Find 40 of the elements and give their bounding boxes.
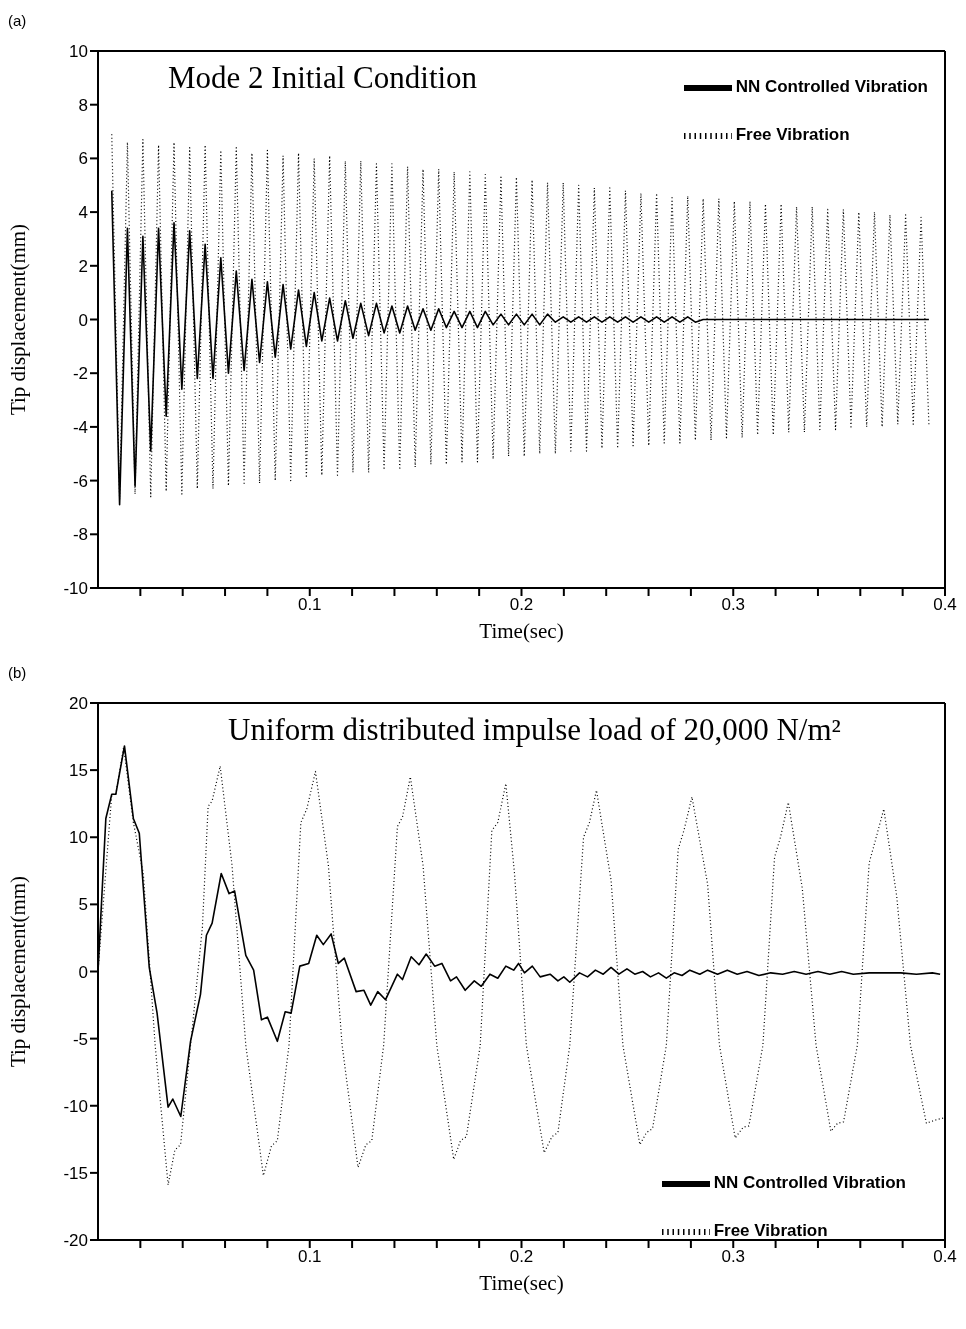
y-tick-label: 5 — [78, 895, 88, 915]
y-axis-title: Tip displacement(mm) — [6, 223, 31, 416]
y-tick-label: -10 — [63, 1096, 88, 1116]
y-tick-label: 0 — [78, 962, 88, 982]
x-tick-label: 0.4 — [933, 1247, 957, 1267]
y-tick-label: 10 — [69, 42, 88, 62]
x-tick-label: 0.4 — [933, 595, 957, 615]
x-tick-label: 0.3 — [721, 595, 746, 615]
y-tick-label: 8 — [78, 95, 88, 115]
y-tick-label: -15 — [63, 1163, 88, 1183]
legend-label: NN Controlled Vibration — [713, 1172, 906, 1192]
y-tick-label: -6 — [72, 471, 88, 491]
legend-label: Free Vibration — [735, 124, 850, 144]
y-tick-label: -8 — [72, 525, 88, 545]
y-tick-label: -20 — [63, 1231, 88, 1251]
y-tick-label: 0 — [78, 310, 88, 330]
x-tick-label: 0.3 — [721, 1247, 746, 1267]
x-axis-title: Time(sec) — [479, 619, 564, 643]
legend-label: Free Vibration — [713, 1220, 828, 1240]
x-tick-label: 0.2 — [509, 1247, 534, 1267]
y-tick-label: 10 — [69, 828, 88, 848]
chart-title: Uniform distributed impulse load of 20,000 N/m² — [228, 712, 841, 748]
y-axis-title: Tip displacement(mm) — [6, 875, 31, 1068]
y-tick-label: 20 — [69, 694, 88, 714]
y-tick-label: 15 — [69, 761, 88, 781]
y-tick-label: 2 — [78, 256, 88, 276]
y-tick-label: -2 — [72, 364, 88, 384]
chart-title: Mode 2 Initial Condition — [168, 60, 478, 96]
x-tick-label: 0.2 — [509, 595, 534, 615]
x-axis-title: Time(sec) — [479, 1271, 564, 1295]
y-tick-label: 4 — [78, 203, 88, 223]
x-tick-label: 0.1 — [297, 1247, 322, 1267]
y-tick-label: 6 — [78, 149, 88, 169]
y-tick-label: -4 — [72, 417, 88, 437]
text: (b) — [8, 664, 27, 681]
x-tick-label: 0.1 — [297, 595, 322, 615]
y-tick-label: -10 — [63, 579, 88, 599]
text: (a) — [8, 12, 27, 29]
legend-label: NN Controlled Vibration — [735, 76, 928, 96]
y-tick-label: -5 — [72, 1029, 88, 1049]
